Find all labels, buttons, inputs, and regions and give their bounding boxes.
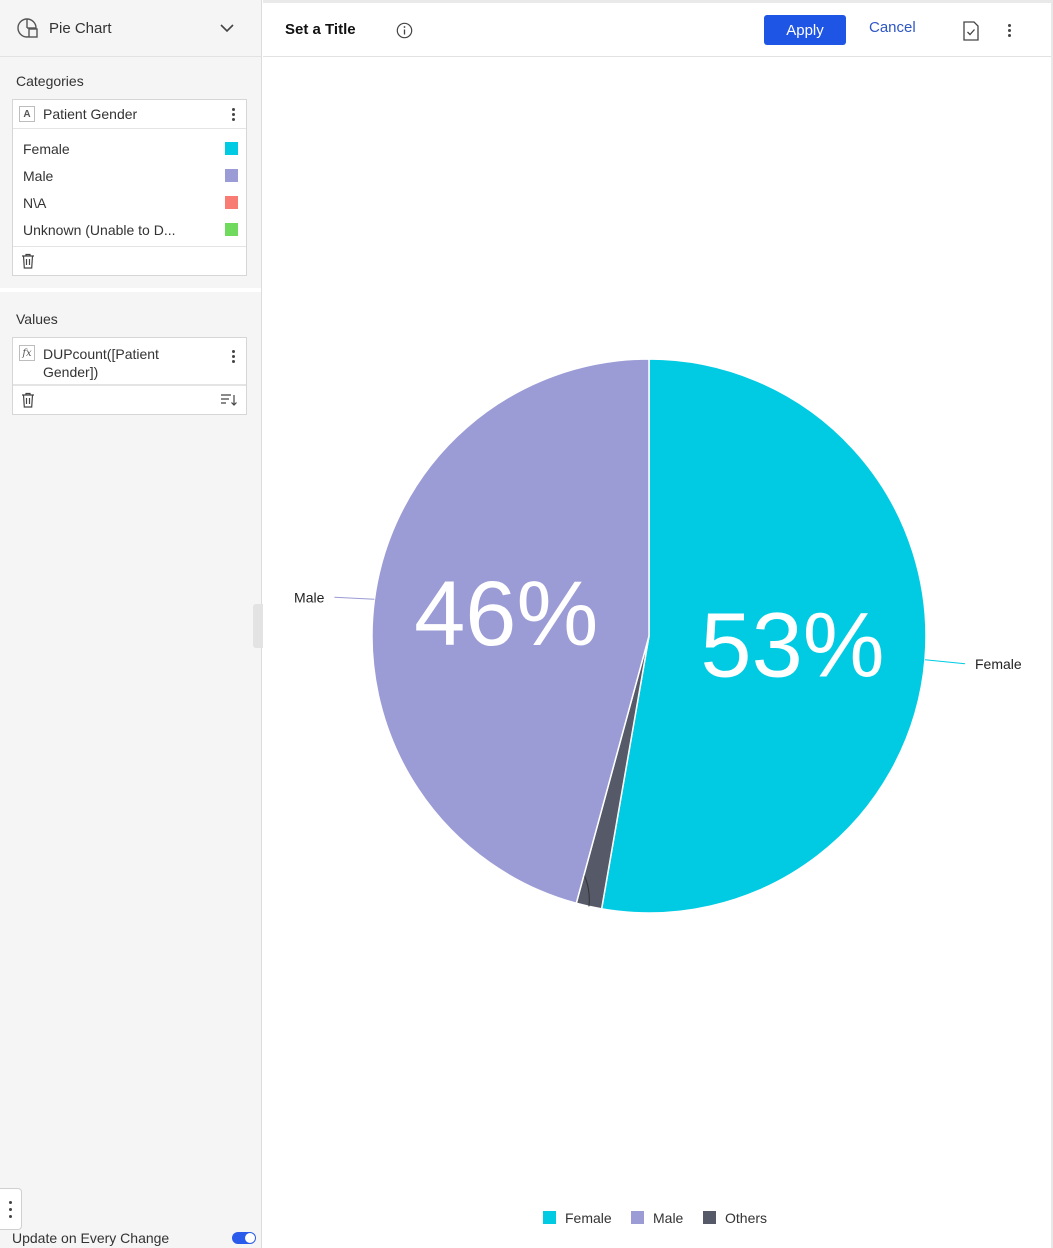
drag-handle-icon[interactable] (0, 1188, 22, 1230)
text-type-icon: A (19, 106, 35, 122)
apply-button[interactable]: Apply (764, 15, 846, 45)
category-list: Female Male N\A Unknown (Unable to D... (13, 129, 246, 246)
values-section: Values fx DUPcount([Patient Gender]) (0, 292, 261, 415)
value-field-menu-icon[interactable] (226, 347, 240, 365)
category-item[interactable]: Unknown (Unable to D... (13, 216, 246, 243)
value-field-name: DUPcount([Patient Gender]) (43, 346, 159, 380)
legend-label-male[interactable]: Male (653, 1210, 684, 1226)
sort-icon[interactable] (220, 393, 238, 407)
values-field-card: fx DUPcount([Patient Gender]) (12, 337, 247, 415)
cancel-button[interactable]: Cancel (869, 19, 916, 36)
panel-divider (0, 288, 261, 292)
save-widget-icon[interactable] (962, 21, 980, 41)
color-swatch[interactable] (225, 169, 238, 182)
category-label: Male (23, 167, 54, 184)
category-item[interactable]: N\A (13, 189, 246, 216)
categories-section: Categories A Patient Gender Female Male … (0, 57, 261, 276)
trash-icon[interactable] (21, 253, 35, 269)
categories-title: Categories (16, 73, 84, 89)
pie-slice-male[interactable] (371, 358, 650, 905)
categories-field-card: A Patient Gender Female Male N\A (12, 99, 247, 276)
chart-title-input[interactable]: Set a Title (285, 21, 356, 38)
formula-icon: fx (19, 345, 35, 361)
trash-icon[interactable] (21, 392, 35, 408)
legend-label-female[interactable]: Female (565, 1210, 612, 1226)
right-edge (1051, 0, 1053, 1248)
color-swatch[interactable] (225, 196, 238, 209)
category-field-menu-icon[interactable] (226, 105, 240, 123)
leader-line-male (334, 596, 375, 600)
toolbar: Set a Title Apply Cancel (263, 0, 1051, 57)
info-icon[interactable] (396, 22, 413, 39)
category-label-male: Male (294, 589, 325, 605)
values-title: Values (16, 311, 58, 327)
left-panel: Pie Chart Categories A Patient Gender Fe… (0, 0, 262, 1248)
update-on-change-toggle[interactable] (232, 1232, 256, 1244)
pie-slice-female[interactable] (600, 358, 927, 914)
category-item[interactable]: Male (13, 162, 246, 189)
category-item[interactable]: Female (13, 135, 246, 162)
values-field-header[interactable]: fx DUPcount([Patient Gender]) (13, 338, 246, 385)
categories-field-header[interactable]: A Patient Gender (13, 100, 246, 129)
category-label-female: Female (975, 656, 1022, 672)
values-field-footer (13, 385, 246, 414)
chart-type-selector[interactable]: Pie Chart (0, 0, 261, 57)
color-swatch[interactable] (225, 223, 238, 236)
panel-collapse-handle[interactable] (253, 604, 263, 648)
leader-line-female (924, 659, 966, 665)
category-label: Female (23, 140, 70, 157)
color-swatch[interactable] (225, 142, 238, 155)
category-label: Unknown (Unable to D... (23, 221, 176, 238)
chart-editor: Set a Title Apply Cancel 53% Female Others… (263, 0, 1051, 1248)
chevron-down-icon[interactable] (219, 20, 235, 36)
pie-chart-icon (16, 16, 40, 40)
data-label-female: 53% (700, 594, 884, 696)
legend-swatch-others[interactable] (703, 1211, 716, 1224)
category-field-name: Patient Gender (43, 106, 138, 122)
update-on-change-label: Update on Every Change (12, 1230, 170, 1246)
categories-field-footer (13, 246, 246, 275)
legend-swatch-male[interactable] (631, 1211, 644, 1224)
legend-swatch-female[interactable] (543, 1211, 556, 1224)
legend-label-others[interactable]: Others (725, 1210, 767, 1226)
chart-type-label: Pie Chart (49, 19, 112, 37)
data-label-male: 46% (414, 563, 598, 665)
more-options-icon[interactable] (1005, 24, 1013, 40)
category-label: N\A (23, 194, 47, 211)
update-on-change-row: Update on Every Change (12, 1230, 256, 1246)
